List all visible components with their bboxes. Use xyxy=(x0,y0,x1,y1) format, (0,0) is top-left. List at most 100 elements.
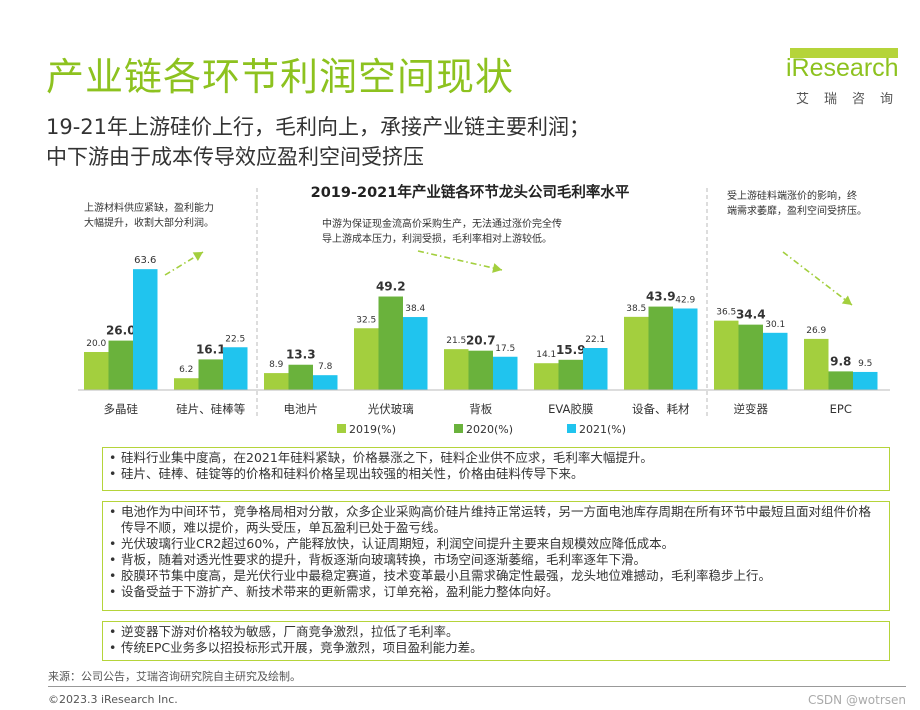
category-label: 逆变器 xyxy=(734,402,769,416)
watermark: CSDN @wotrsen xyxy=(807,693,906,707)
value-label: 38.5 xyxy=(626,304,646,314)
value-label: 6.2 xyxy=(179,365,193,375)
value-label: 22.1 xyxy=(585,335,605,345)
value-label: 17.5 xyxy=(495,344,515,354)
legend-label: 2019(%) xyxy=(349,423,396,436)
value-label: 14.1 xyxy=(536,350,556,360)
note-item: 胶膜环节集中度高，是光伏行业中最稳定赛道，技术变革最小且需求确定性最强，龙头地位… xyxy=(109,568,883,584)
bar-5-0 xyxy=(534,363,559,390)
bar-3-1 xyxy=(378,296,403,390)
bar-6-1 xyxy=(648,306,673,390)
bar-4-0 xyxy=(444,349,469,390)
iresearch-logo: iResearch 艾瑞咨询 xyxy=(766,40,906,110)
category-label: 光伏玻璃 xyxy=(368,402,414,416)
legend-swatch xyxy=(454,424,463,433)
segment-dividers xyxy=(256,188,708,418)
value-label: 30.1 xyxy=(765,320,785,330)
bar-4-1 xyxy=(468,350,493,390)
value-label: 22.5 xyxy=(225,334,245,344)
legend-swatch xyxy=(567,424,576,433)
subtitle-line-1: 19-21年上游硅价上行，毛利向上，承接产业链主要利润； xyxy=(46,115,591,139)
value-label: 15.9 xyxy=(556,343,586,357)
bar-8-0 xyxy=(804,338,829,390)
category-label: 设备、耗材 xyxy=(632,402,690,416)
downstream-arrow xyxy=(782,251,853,306)
value-label: 20.7 xyxy=(466,334,496,348)
logo-cn: 艾瑞咨询 xyxy=(796,92,909,107)
subtitle-line-2: 中下游由于成本传导效应盈利空间受挤压 xyxy=(46,145,424,169)
bar-7-0 xyxy=(714,320,739,390)
logo-brand: iResearch xyxy=(786,54,899,82)
legend-swatch xyxy=(337,424,346,433)
annotation-text: 端需求萎靡，盈利空间受挤压。 xyxy=(727,204,867,217)
value-label: 49.2 xyxy=(376,280,406,294)
chart-legend: 2019(%) 2020(%) 2021(%) xyxy=(337,423,626,436)
note-box-midstream: 电池作为中间环节，竞争格局相对分散，众多企业采购高价硅片维持正常运转，另一方面电… xyxy=(102,501,890,611)
category-label: 电池片 xyxy=(284,402,319,416)
bar-series: 20.026.0 63.6 6.216.122.5 8.913.37.8 32.5 49.… xyxy=(84,255,878,390)
bar-3-2 xyxy=(403,317,428,390)
value-label: 26.0 xyxy=(106,324,136,338)
annotation-text: 大幅提升，收割大部分利润。 xyxy=(84,216,214,229)
value-label: 13.3 xyxy=(286,348,316,362)
value-label: 9.8 xyxy=(830,354,851,368)
note-item: 电池作为中间环节，竞争格局相对分散，众多企业采购高价硅片维持正常运转，另一方面电… xyxy=(109,504,883,536)
legend-label: 2020(%) xyxy=(466,423,513,436)
upstream-arrow-head xyxy=(192,252,203,261)
value-label: 16.1 xyxy=(196,342,226,356)
value-label: 43.9 xyxy=(646,290,676,304)
bar-2-0 xyxy=(264,373,289,390)
bar-7-2 xyxy=(763,332,788,390)
value-label: 21.5 xyxy=(446,336,466,346)
note-item: 设备受益于下游扩产、新技术带来的更新需求，订单充裕，盈利能力整体向好。 xyxy=(109,584,883,600)
logo-bar xyxy=(790,48,898,58)
downstream-arrow-head xyxy=(841,295,852,305)
value-label: 42.9 xyxy=(675,295,695,305)
bar-7-1 xyxy=(738,324,763,390)
midstream-arrow-head xyxy=(492,263,502,273)
annotation-text: 受上游硅料端涨价的影响，终 xyxy=(727,189,857,202)
bar-2-2 xyxy=(313,375,338,390)
bar-8-1 xyxy=(828,371,853,390)
copyright: ©2023.3 iResearch Inc. xyxy=(48,693,178,706)
category-label: EVA胶膜 xyxy=(548,402,593,416)
page-title: 产业链各环节利润空间现状 xyxy=(46,55,515,99)
note-item: 硅片、硅棒、硅锭等的价格和硅料价格呈现出较强的相关性，价格由硅料传导下来。 xyxy=(109,466,883,482)
bar-5-2 xyxy=(583,348,608,390)
note-item: 硅料行业集中度高，在2021年硅料紧缺，价格暴涨之下，硅料企业供不应求，毛利率大… xyxy=(109,450,883,466)
value-label: 32.5 xyxy=(356,315,376,325)
category-labels: 多晶硅 硅片、硅棒等 电池片 光伏玻璃 背板 EVA胶膜 设备、耗材 逆变器 EPC xyxy=(104,402,852,416)
bar-5-1 xyxy=(558,359,583,390)
note-item: 背板，随着对透光性要求的提升，背板逐渐向玻璃转换，市场空间逐渐萎缩，毛利率逐年下… xyxy=(109,552,883,568)
midstream-arrow xyxy=(417,250,503,271)
bar-2-1 xyxy=(288,364,313,390)
bar-0-0 xyxy=(84,352,109,390)
value-label: 36.5 xyxy=(716,308,736,318)
value-label: 63.6 xyxy=(134,255,156,266)
note-item: 逆变器下游对价格较为敏感，厂商竞争激烈，拉低了毛利率。 xyxy=(109,624,883,640)
source-note: 来源：公司公告，艾瑞咨询研究院自主研究及绘制。 xyxy=(48,670,301,683)
page-subtitle: 19-21年上游硅价上行，毛利向上，承接产业链主要利润； 中下游由于成本传导效应… xyxy=(46,112,590,172)
value-label: 38.4 xyxy=(405,304,425,314)
bar-1-1 xyxy=(198,359,223,390)
category-label: EPC xyxy=(830,402,852,416)
annotation-text: 导上游成本压力，利润受损，毛利率相对上游较低。 xyxy=(322,232,552,245)
note-item: 传统EPC业务多以招投标形式开展，竞争激烈，项目盈利能力差。 xyxy=(109,640,883,656)
note-box-upstream: 硅料行业集中度高，在2021年硅料紧缺，价格暴涨之下，硅料企业供不应求，毛利率大… xyxy=(102,447,890,491)
value-label: 26.9 xyxy=(806,326,826,336)
chart-title: 2019-2021年产业链各环节龙头公司毛利率水平 xyxy=(311,183,630,201)
value-label: 20.0 xyxy=(86,339,106,349)
note-item: 光伏玻璃行业CR2超过60%，产能释放快，认证周期短，利润空间提升主要来自规模效… xyxy=(109,536,883,552)
bar-0-1 xyxy=(108,340,133,390)
category-label: 背板 xyxy=(469,402,492,416)
category-label: 多晶硅 xyxy=(104,402,139,416)
bar-8-2 xyxy=(853,371,878,390)
value-label: 7.8 xyxy=(318,362,333,372)
category-label: 硅片、硅棒等 xyxy=(176,402,245,416)
note-box-downstream: 逆变器下游对价格较为敏感，厂商竞争激烈，拉低了毛利率。 传统EPC业务多以招投标… xyxy=(102,621,890,661)
annotation-text: 中游为保证现金流高价采购生产，无法通过涨价完全传 xyxy=(322,217,562,230)
bar-6-0 xyxy=(624,316,649,390)
value-label: 9.5 xyxy=(858,359,872,369)
footer-divider xyxy=(48,686,906,687)
